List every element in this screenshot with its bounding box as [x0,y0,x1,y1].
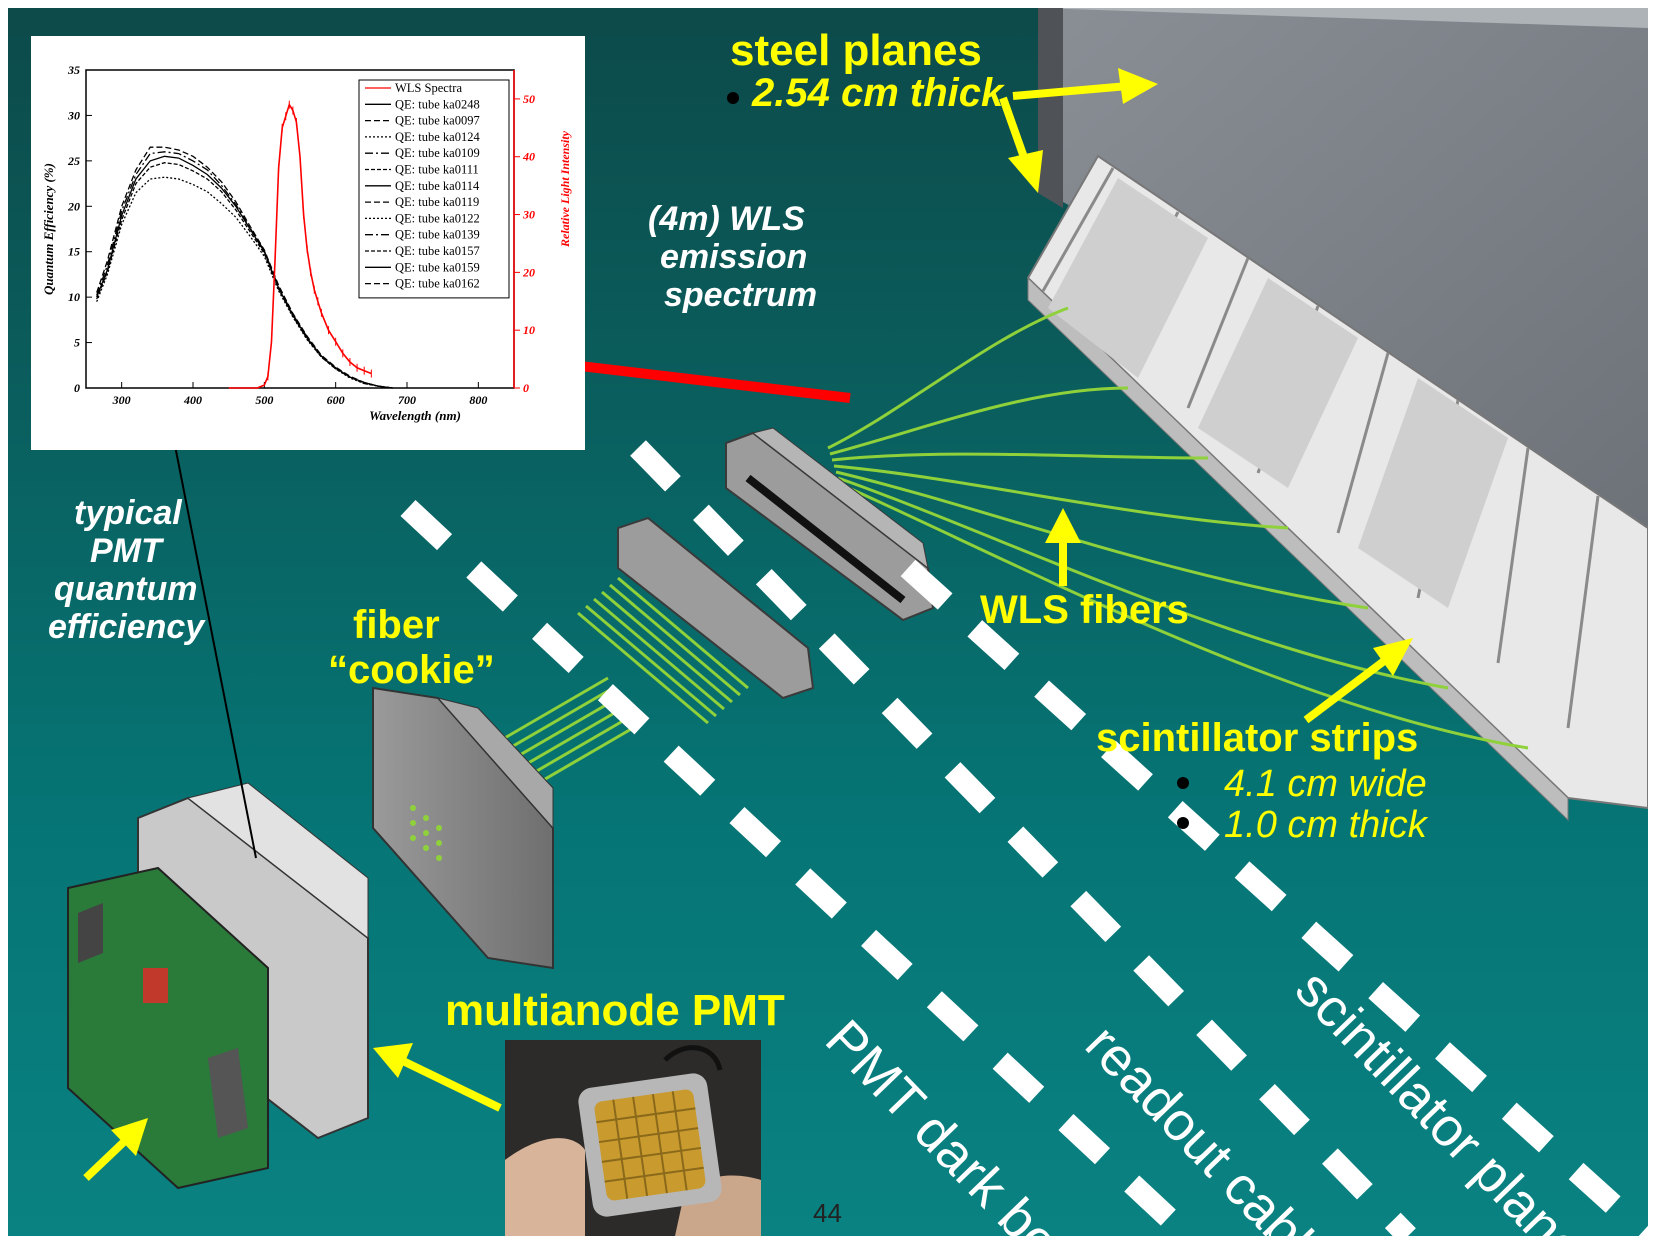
y-tick-label: 10 [68,290,80,304]
qe-series-line [96,146,393,389]
scintillator-width-label: 4.1 cm wide [1224,763,1427,805]
legend-entry: QE: tube ka0111 [395,163,479,177]
bullet-scint-thick [1177,817,1189,829]
steel-plane-edge [1038,8,1063,208]
legend-entry: QE: tube ka0162 [395,277,480,291]
x-tick-label: 700 [398,393,416,407]
legend-box [358,79,510,299]
wls-emission-line-1: (4m) WLS [648,200,805,238]
scintillator-strips [1026,154,1648,822]
y-tick-label: 15 [68,245,80,259]
y-tick-label: 0 [74,381,80,395]
qe-series-line [96,151,393,389]
multianode-pmt-label: multianode PMT [445,986,785,1035]
y-tick-label: 5 [74,336,80,350]
y-tick-label: 30 [67,108,80,122]
wls-fibers [827,306,1529,750]
yellow-arrows [83,68,1413,1181]
bullet-scint-wide [1177,777,1189,789]
scintillator-thickness-label: 1.0 cm thick [1224,804,1427,846]
qe-series-line [96,162,393,389]
typical-qe-line-1: typical [74,494,182,532]
readout-connector-pair [617,427,935,700]
legend-entry: QE: tube ka0124 [395,130,480,144]
legend-entry: QE: tube ka0119 [395,195,479,209]
cookie-label: “cookie” [328,648,495,692]
x-tick-label: 400 [183,393,202,407]
steel-plane-face [1038,8,1648,528]
wls-emission-line-3: spectrum [664,276,818,314]
y2-tick-label: 40 [522,150,535,164]
legend-entry: QE: tube ka0159 [395,260,480,274]
legend-entry: QE: tube ka0122 [395,211,480,225]
y-axis-label: Quantum Efficiency (%) [41,163,56,295]
legend-entry: QE: tube ka0139 [395,228,480,242]
fiber-label: fiber [353,603,440,647]
fiber-cookie-block [372,686,554,970]
dashed-divider-lines [400,440,1648,1236]
detector-illustration [67,8,1648,1236]
legend-entry: QE: tube ka0248 [395,97,480,111]
legend-entry: QE: tube ka0157 [395,244,480,258]
qe-series-line [96,155,393,389]
pmt-housing [67,782,369,1190]
legend-entry: WLS Spectra [395,81,462,95]
y2-tick-label: 30 [522,208,535,222]
y2-tick-label: 10 [523,323,535,337]
x-tick-label: 600 [327,393,345,407]
y2-axis-label: Relative Light Intensity [558,130,572,248]
wls-series-line [228,102,372,389]
slide: 300 400 500 600 700 800 0 5 10 15 20 25 30 35 0 10 20 30 4… [8,8,1648,1236]
x-tick-label: 800 [469,393,487,407]
chart-svg: 300 400 500 600 700 800 0 5 10 15 20 25 30 35 0 10 20 30 4… [41,63,572,423]
y2-tick-label: 20 [522,265,535,279]
x-axis-label: Wavelength (nm) [369,408,461,423]
connector-fibers [452,576,749,820]
qe-series-line [96,176,393,389]
legend-entry: QE: tube ka0109 [395,146,480,160]
multianode-pmt-photo [505,1040,761,1236]
y-tick-label: 35 [67,63,80,77]
page-number: 44 [813,1198,842,1228]
typical-qe-line-4: efficiency [48,608,205,646]
steel-thickness-label: 2.54 cm thick [752,71,1004,115]
x-tick-label: 500 [255,393,273,407]
y2-tick-label: 50 [523,92,535,106]
legend-entry: QE: tube ka0114 [395,179,480,193]
scintillator-strips-title: scintillator strips [1096,716,1419,760]
typical-qe-line-3: quantum [54,570,198,608]
legend-entry: QE: tube ka0097 [395,114,480,128]
y-tick-label: 20 [67,199,80,213]
wls-emission-line-2: emission [660,238,808,276]
x-tick-label: 300 [112,393,131,407]
steel-planes-title: steel planes [730,26,982,75]
wls-fibers-label: WLS fibers [980,588,1189,632]
typical-qe-line-2: PMT [90,532,162,570]
bullet-steel [727,92,739,104]
quantum-efficiency-chart: 300 400 500 600 700 800 0 5 10 15 20 25 30 35 0 10 20 30 4… [31,36,585,450]
y-tick-label: 25 [67,154,80,168]
y2-tick-label: 0 [523,381,529,395]
